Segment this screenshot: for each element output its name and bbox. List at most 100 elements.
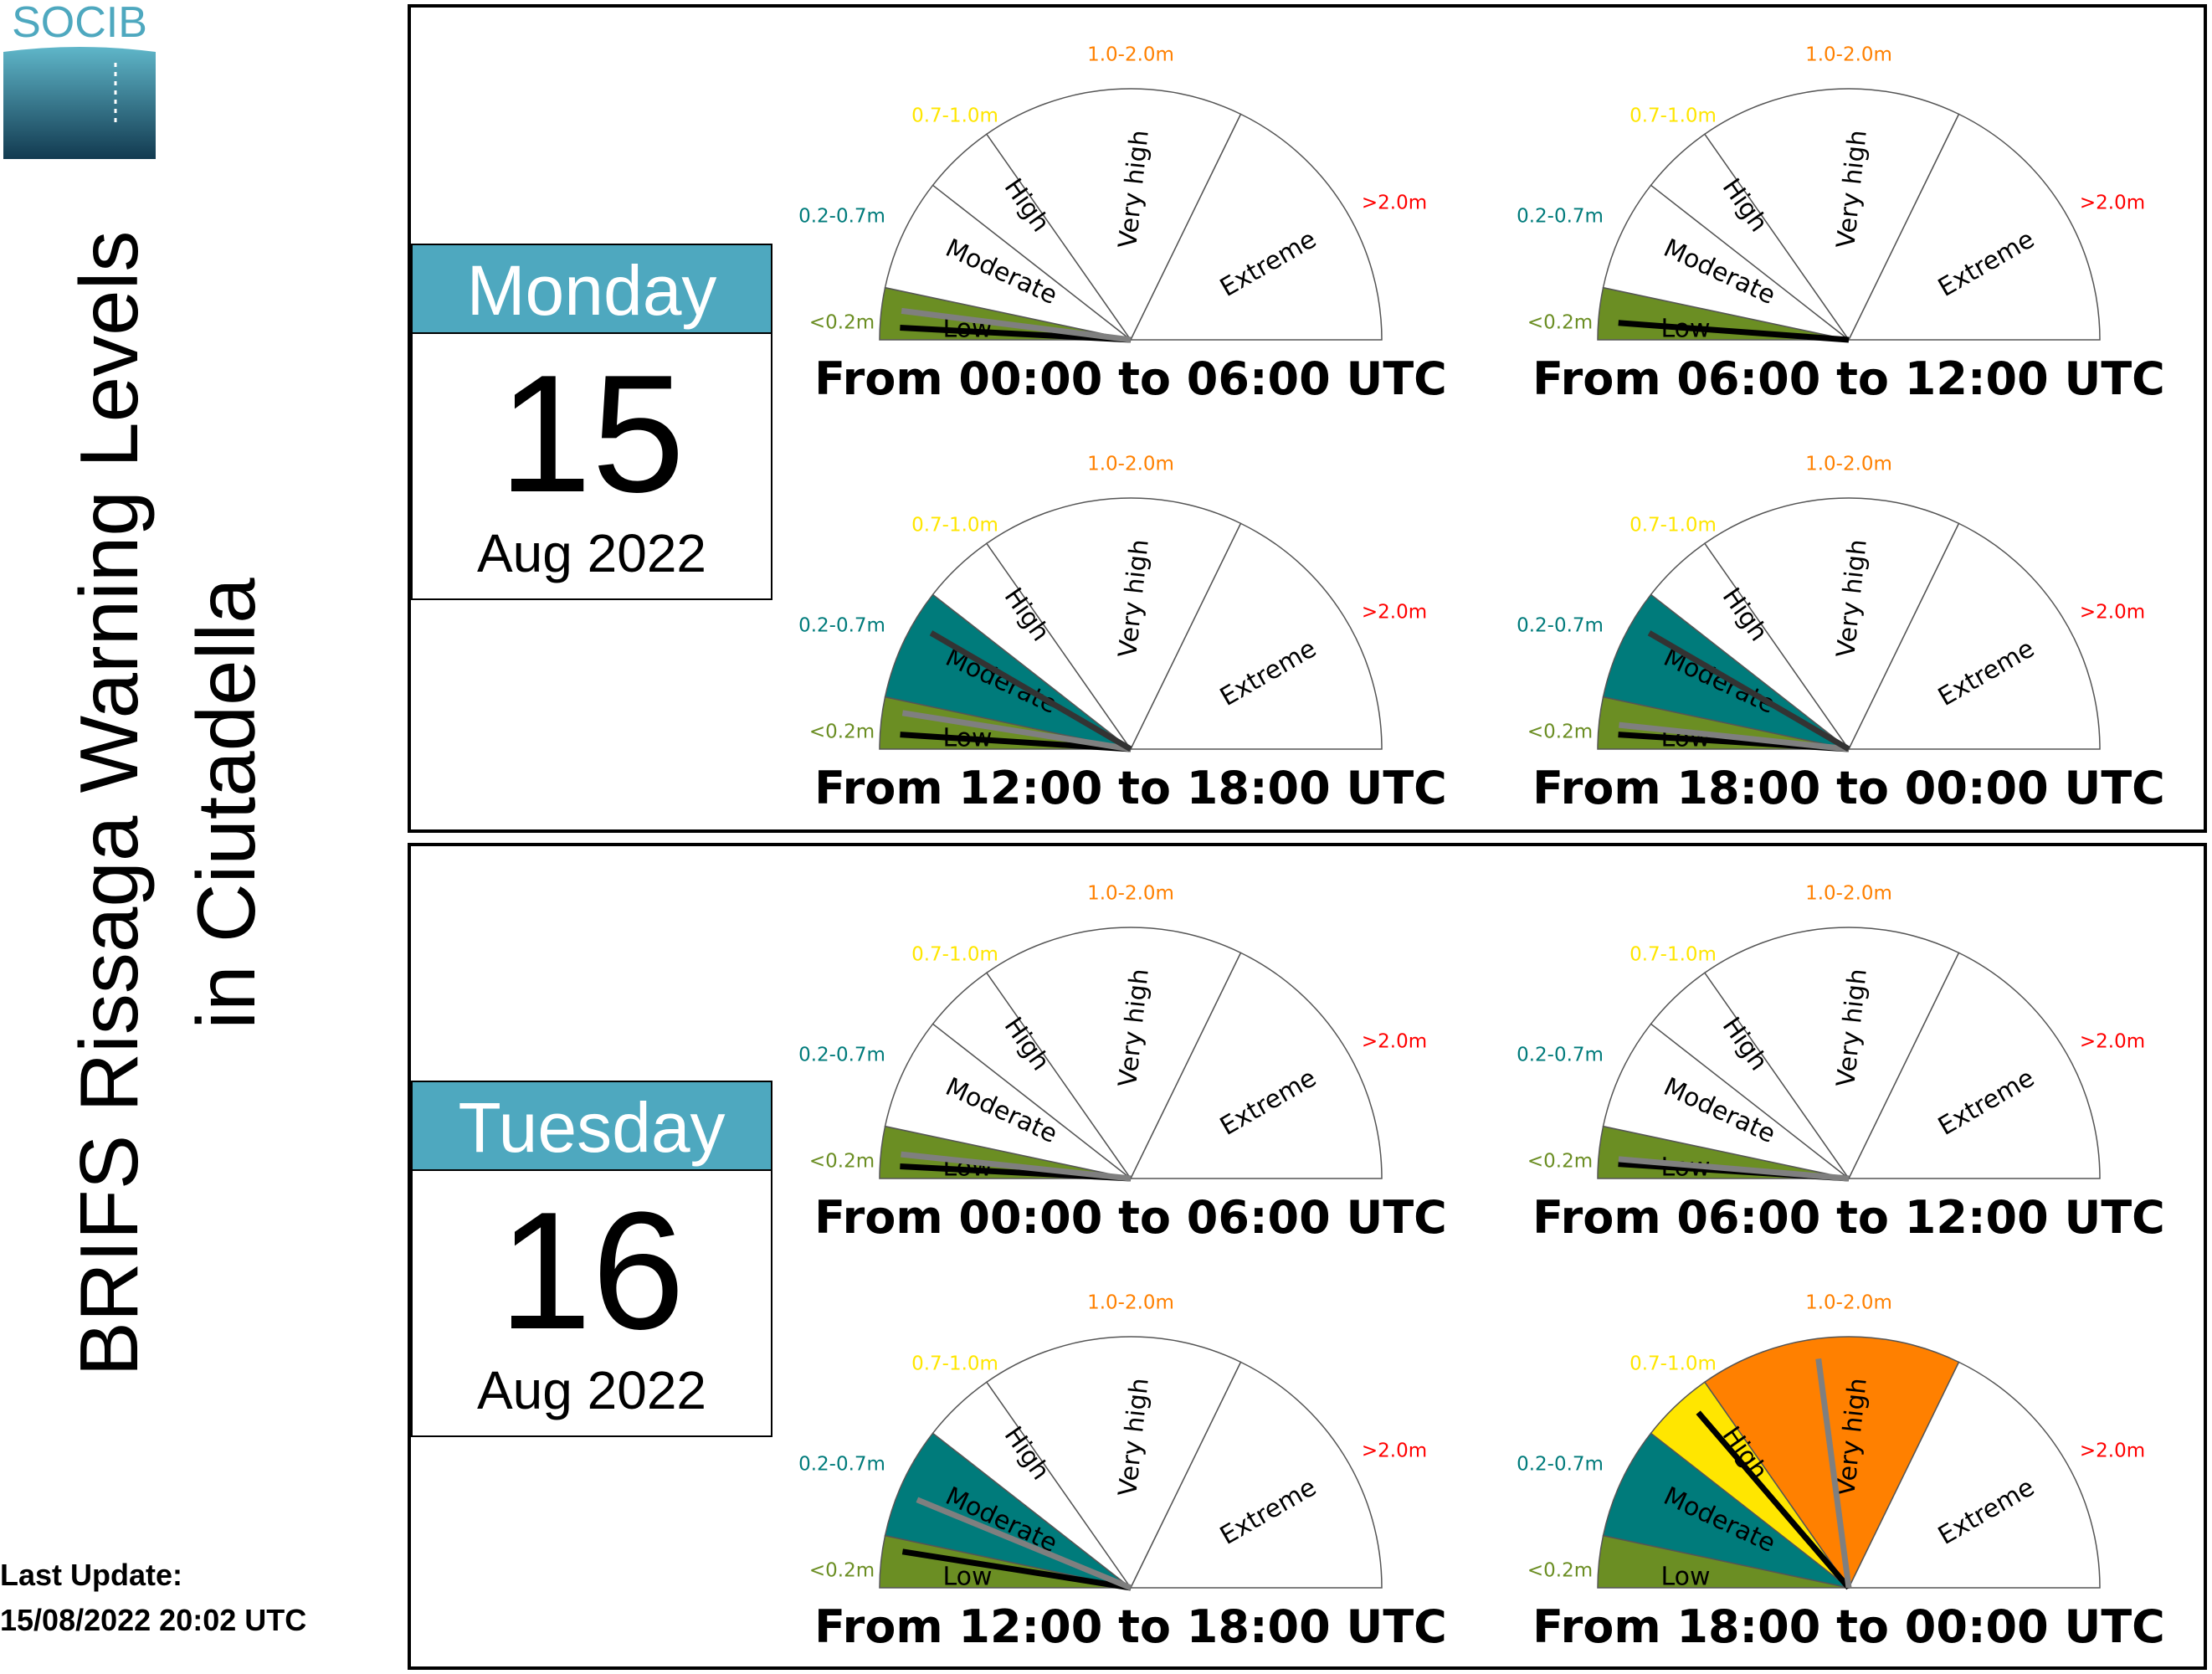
gauge-sector-very-high [1703,927,1960,1180]
gauge-sector-extreme [1129,113,1383,341]
day-number: 16 [498,1178,685,1364]
gauge-threshold-label: 0.7-1.0m [911,105,998,127]
last-update-label: Last Update: [0,1558,183,1592]
gauge-sector-moderate [884,1023,1132,1179]
gauge-needle [1619,721,1850,752]
gauge-threshold-label: 1.0-2.0m [1805,44,1892,66]
gauge-period-label: From 18:00 to 00:00 UTC [1532,1600,2165,1653]
gauge-threshold-label: 0.2-0.7m [798,206,885,228]
gauge-period-label: From 06:00 to 12:00 UTC [1532,1191,2165,1244]
gauge-sector-moderate [884,184,1132,341]
gauge-threshold-label: <0.2m [809,312,875,334]
gauge-threshold-label: 1.0-2.0m [1087,883,1174,905]
gauge-threshold-label: >2.0m [1362,193,1427,214]
gauge-needle [901,710,1132,752]
gauge-needle [1815,1358,1852,1589]
gauge-needle [1618,320,1850,343]
gauge-threshold-label: 0.2-0.7m [1517,1454,1604,1476]
gauge-sector-moderate [1602,1023,1850,1179]
gauge-needle [1618,1156,1850,1182]
gauge-threshold-label: 1.0-2.0m [1087,1292,1174,1314]
socib-logo: SOCIB [3,0,156,159]
gauge-threshold-label: 0.7-1.0m [1629,944,1717,966]
gauge-threshold-label: >2.0m [1362,602,1427,624]
gauge-period-label: From 06:00 to 12:00 UTC [1532,352,2165,405]
gauge-threshold-label: 0.7-1.0m [911,515,998,537]
gauge-threshold-label: >2.0m [1362,1440,1427,1462]
gauge-threshold-label: <0.2m [809,1560,875,1582]
gauge-period-label: From 12:00 to 18:00 UTC [814,1600,1447,1653]
calendar-card: Tuesday 16 Aug 2022 [411,1081,772,1437]
gauge-threshold-label: <0.2m [809,721,875,743]
calendar-card: Monday 15 Aug 2022 [411,244,772,600]
page-title: BRIFS Rissaga Warning Levels in Ciutadel… [63,230,272,1377]
gauge-threshold-label: 0.7-1.0m [911,1353,998,1375]
gauge-needle [929,630,1132,752]
gauge-threshold-label: >2.0m [2080,193,2145,214]
gauge-sector-extreme [1847,522,2101,750]
gauge-threshold-label: 1.0-2.0m [1087,44,1174,66]
gauge-sector-extreme [1847,952,2101,1179]
gauge-period-label: From 00:00 to 06:00 UTC [814,1191,1447,1244]
gauge-sector-extreme [1129,952,1383,1179]
last-update-value: 15/08/2022 20:02 UTC [0,1603,307,1637]
gauge-threshold-label: 0.7-1.0m [1629,515,1717,537]
gauge-needle [901,1151,1132,1182]
gauge-threshold-label: <0.2m [1527,1560,1593,1582]
gauge-threshold-label: 0.2-0.7m [798,1045,885,1066]
day-number: 15 [498,341,685,527]
gauge-threshold-label: 0.7-1.0m [1629,1353,1717,1375]
gauge-threshold-label: >2.0m [1362,1031,1427,1053]
gauge-sector-extreme [1129,1361,1383,1589]
gauge-threshold-label: 1.0-2.0m [1087,454,1174,475]
gauge-threshold-label: 1.0-2.0m [1805,1292,1892,1314]
last-update: Last Update: 15/08/2022 20:02 UTC [0,1553,306,1643]
gauge-threshold-label: 0.2-0.7m [798,1454,885,1476]
gauge-threshold-label: 0.7-1.0m [911,944,998,966]
gauge-sector-extreme [1129,522,1383,750]
gauge-period-label: From 12:00 to 18:00 UTC [814,762,1447,814]
weekday-label: Tuesday [411,1081,772,1171]
gauge-period-label: From 18:00 to 00:00 UTC [1532,762,2165,814]
gauge-threshold-label: 0.2-0.7m [1517,1045,1604,1066]
gauge-period-label: From 00:00 to 06:00 UTC [814,352,1447,405]
gauge-threshold-label: 1.0-2.0m [1805,454,1892,475]
gauge-sector-extreme [1847,1361,2101,1589]
gauge-needle [901,1548,1132,1591]
gauge-threshold-label: 1.0-2.0m [1805,883,1892,905]
gauge-sector-very-high [985,927,1242,1180]
gauge-sector-very-high [1703,497,1960,751]
gauge-needle [901,307,1132,343]
svg-text:SOCIB: SOCIB [12,0,147,47]
gauge-sector-moderate [1602,1432,1850,1589]
gauge-threshold-label: 0.2-0.7m [1517,615,1604,637]
month-year: Aug 2022 [476,523,707,583]
gauge-sector-very-high [985,497,1242,751]
gauge-sector-very-high [985,1336,1242,1589]
gauge-threshold-label: <0.2m [1527,1151,1593,1173]
gauge-threshold-label: >2.0m [2080,602,2145,624]
gauge-threshold-label: 0.7-1.0m [1629,105,1717,127]
gauge-threshold-label: <0.2m [1527,721,1593,743]
gauge-needle [1696,1410,1851,1590]
gauge-threshold-label: <0.2m [1527,312,1593,334]
gauge-threshold-label: 0.2-0.7m [798,615,885,637]
gauge-sector-very-high [1703,88,1960,341]
gauge-category-label: Low [1660,1563,1710,1592]
month-year: Aug 2022 [476,1360,707,1420]
gauge-threshold-label: >2.0m [2080,1031,2145,1053]
day-panel-tuesday: Tuesday 16 Aug 2022 LowModerateHighVery … [408,843,2207,1670]
gauge-sector-extreme [1847,113,2101,341]
gauge-threshold-label: <0.2m [809,1151,875,1173]
gauge-threshold-label: >2.0m [2080,1440,2145,1462]
gauge-needle [900,732,1132,752]
